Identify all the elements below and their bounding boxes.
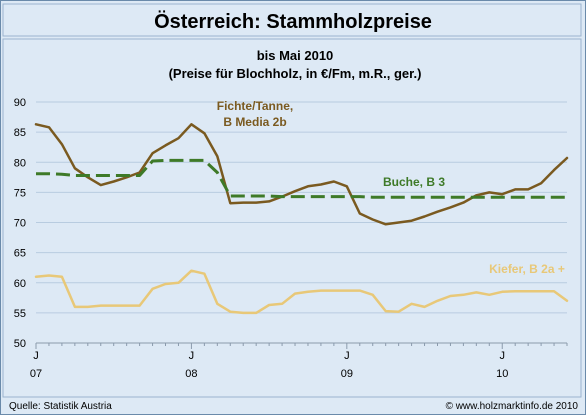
x-axis: J 07 J 08 J 09 J 10 — [30, 342, 568, 380]
series-line-0 — [34, 123, 569, 226]
series-label-buche: Buche, B 3 — [383, 175, 445, 189]
x-tick-label: J — [344, 350, 350, 362]
y-tick-label: 55 — [14, 308, 26, 320]
y-axis: 50 55 60 65 70 75 80 85 90 — [14, 97, 26, 350]
chart-subtitle-line-1: bis Mai 2010 — [257, 48, 334, 63]
y-tick-label: 75 — [14, 187, 26, 199]
y-tick-label: 70 — [14, 218, 26, 230]
series-line-1 — [36, 158, 567, 199]
x-tick-label: J — [189, 350, 195, 362]
x-tick-year: 07 — [30, 368, 42, 380]
x-tick-year: 10 — [496, 368, 508, 380]
title-bar — [2, 3, 582, 37]
y-tick-label: 90 — [14, 97, 26, 109]
x-tick-label: J — [33, 350, 39, 362]
series-label-fichte-line2: B Media 2b — [223, 115, 286, 129]
series-label-fichte: Fichte/Tanne, — [217, 99, 293, 113]
y-tick-label: 85 — [14, 127, 26, 139]
source-note: Quelle: Statistik Austria — [9, 401, 112, 412]
y-tick-label: 50 — [14, 338, 26, 350]
plot-background — [2, 38, 582, 398]
chart-title: Österreich: Stammholzpreise — [154, 10, 432, 33]
x-tick-label: J — [499, 350, 505, 362]
x-tick-year: 08 — [185, 368, 197, 380]
series-label-kiefer: Kiefer, B 2a + — [489, 262, 565, 276]
y-tick-label: 80 — [14, 157, 26, 169]
series-lines — [34, 123, 569, 315]
copyright-note: © www.holzmarktinfo.de 2010 — [446, 401, 579, 412]
y-tick-label: 65 — [14, 248, 26, 260]
y-tick-label: 60 — [14, 278, 26, 290]
x-tick-year: 09 — [341, 368, 353, 380]
chart-subtitle-line-2: (Preise für Blochholz, in €/Fm, m.R., ge… — [169, 66, 422, 81]
series-line-2 — [34, 269, 569, 315]
